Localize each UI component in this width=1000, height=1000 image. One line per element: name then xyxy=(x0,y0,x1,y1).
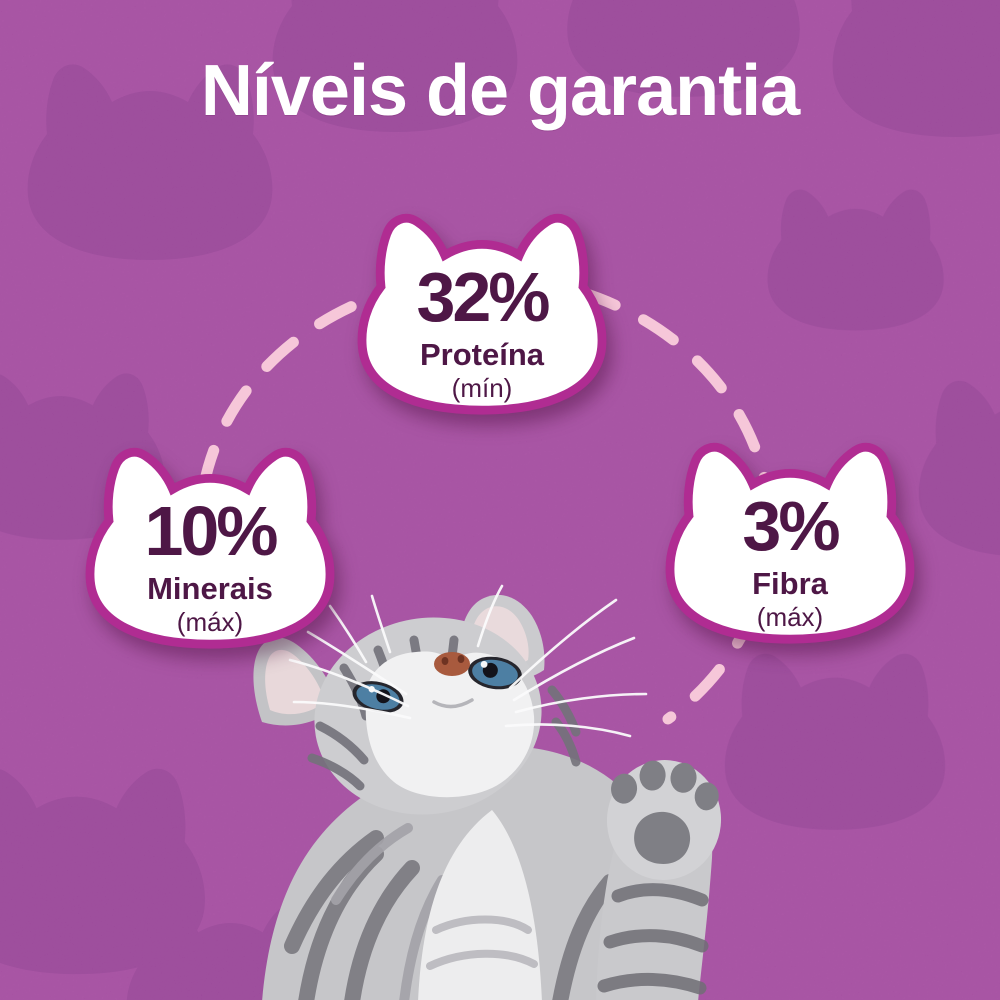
badge-text: 10% Minerais (máx) xyxy=(82,446,338,652)
dashed-circle xyxy=(198,271,776,725)
kitten-paw xyxy=(606,760,722,880)
badge-text: 3% Fibra (máx) xyxy=(662,441,918,647)
badge-qualifier: (máx) xyxy=(176,606,244,637)
badge-minerais: 10% Minerais (máx) xyxy=(82,446,338,652)
cat-head-badge-shape xyxy=(357,213,607,415)
badge-label: Fibra xyxy=(752,565,828,601)
page-title: Níveis de garantia xyxy=(200,51,800,131)
badge-value: 32% xyxy=(416,257,550,336)
badge-label: Proteína xyxy=(419,336,545,372)
cat-head-badge-shape xyxy=(665,442,915,644)
badge-proteina: 32% Proteína (mín) xyxy=(354,212,610,418)
badge-qualifier: (máx) xyxy=(756,601,824,632)
kitten-whiskers xyxy=(288,584,648,738)
kitten-illustration xyxy=(253,584,722,1000)
kitten-nose xyxy=(434,652,470,676)
badge-fibra: 3% Fibra (máx) xyxy=(662,441,918,647)
badge-label: Minerais xyxy=(147,570,273,606)
kitten-head xyxy=(253,584,648,815)
cat-head-badge-shape xyxy=(85,447,335,649)
badge-text: 32% Proteína (mín) xyxy=(354,212,610,418)
kitten-eye-right xyxy=(468,656,522,690)
badge-value: 10% xyxy=(144,491,278,570)
badge-qualifier: (mín) xyxy=(451,372,513,403)
badge-value: 3% xyxy=(742,486,840,565)
